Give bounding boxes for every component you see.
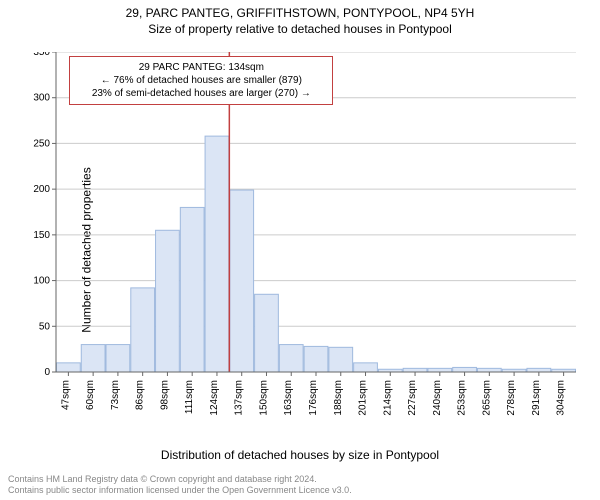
svg-text:137sqm: 137sqm bbox=[234, 380, 245, 416]
svg-text:240sqm: 240sqm bbox=[432, 380, 443, 416]
svg-text:163sqm: 163sqm bbox=[283, 380, 294, 416]
footer: Contains HM Land Registry data © Crown c… bbox=[8, 474, 352, 497]
svg-text:200: 200 bbox=[33, 184, 50, 195]
svg-text:111sqm: 111sqm bbox=[184, 380, 195, 414]
svg-text:350: 350 bbox=[33, 52, 50, 58]
svg-text:86sqm: 86sqm bbox=[135, 380, 146, 410]
footer-line2: Contains public sector information licen… bbox=[8, 485, 352, 496]
title-subtitle: Size of property relative to detached ho… bbox=[0, 20, 600, 36]
svg-text:227sqm: 227sqm bbox=[407, 380, 418, 416]
svg-text:253sqm: 253sqm bbox=[457, 380, 468, 416]
svg-text:278sqm: 278sqm bbox=[506, 380, 517, 416]
svg-text:98sqm: 98sqm bbox=[159, 380, 170, 410]
svg-text:291sqm: 291sqm bbox=[531, 380, 542, 416]
svg-text:265sqm: 265sqm bbox=[481, 380, 492, 416]
svg-text:201sqm: 201sqm bbox=[358, 380, 369, 416]
svg-text:250: 250 bbox=[33, 138, 50, 149]
chart-container: 29, PARC PANTEG, GRIFFITHSTOWN, PONTYPOO… bbox=[0, 0, 600, 500]
svg-text:304sqm: 304sqm bbox=[556, 380, 567, 416]
annotation-line3: 23% of semi-detached houses are larger (… bbox=[76, 87, 326, 100]
svg-text:300: 300 bbox=[33, 93, 50, 104]
histogram-svg: 0 50 100 150 200 250 300 350 47sqm 60sqm 73sqm 86sq… bbox=[28, 52, 576, 420]
annotation-line1: 29 PARC PANTEG: 134sqm bbox=[76, 61, 326, 74]
svg-text:214sqm: 214sqm bbox=[382, 380, 393, 416]
svg-text:124sqm: 124sqm bbox=[209, 380, 220, 416]
svg-text:176sqm: 176sqm bbox=[308, 380, 319, 416]
svg-text:150sqm: 150sqm bbox=[258, 380, 269, 416]
chart-area: 05010015020025030035047sqm60sqm73sqm86sq… bbox=[56, 52, 576, 420]
x-axis-label: Distribution of detached houses by size … bbox=[0, 448, 600, 462]
svg-text:150: 150 bbox=[33, 230, 50, 241]
svg-text:0: 0 bbox=[44, 367, 50, 378]
svg-text:60sqm: 60sqm bbox=[85, 380, 96, 410]
svg-text:73sqm: 73sqm bbox=[110, 380, 121, 410]
annotation-box: 29 PARC PANTEG: 134sqm ← 76% of detached… bbox=[69, 56, 333, 105]
svg-text:50: 50 bbox=[39, 321, 51, 332]
svg-text:188sqm: 188sqm bbox=[333, 380, 344, 416]
annotation-line2: ← 76% of detached houses are smaller (87… bbox=[76, 74, 326, 87]
title-address: 29, PARC PANTEG, GRIFFITHSTOWN, PONTYPOO… bbox=[0, 0, 600, 20]
svg-text:100: 100 bbox=[33, 276, 50, 287]
footer-line1: Contains HM Land Registry data © Crown c… bbox=[8, 474, 352, 485]
svg-text:47sqm: 47sqm bbox=[60, 380, 71, 410]
